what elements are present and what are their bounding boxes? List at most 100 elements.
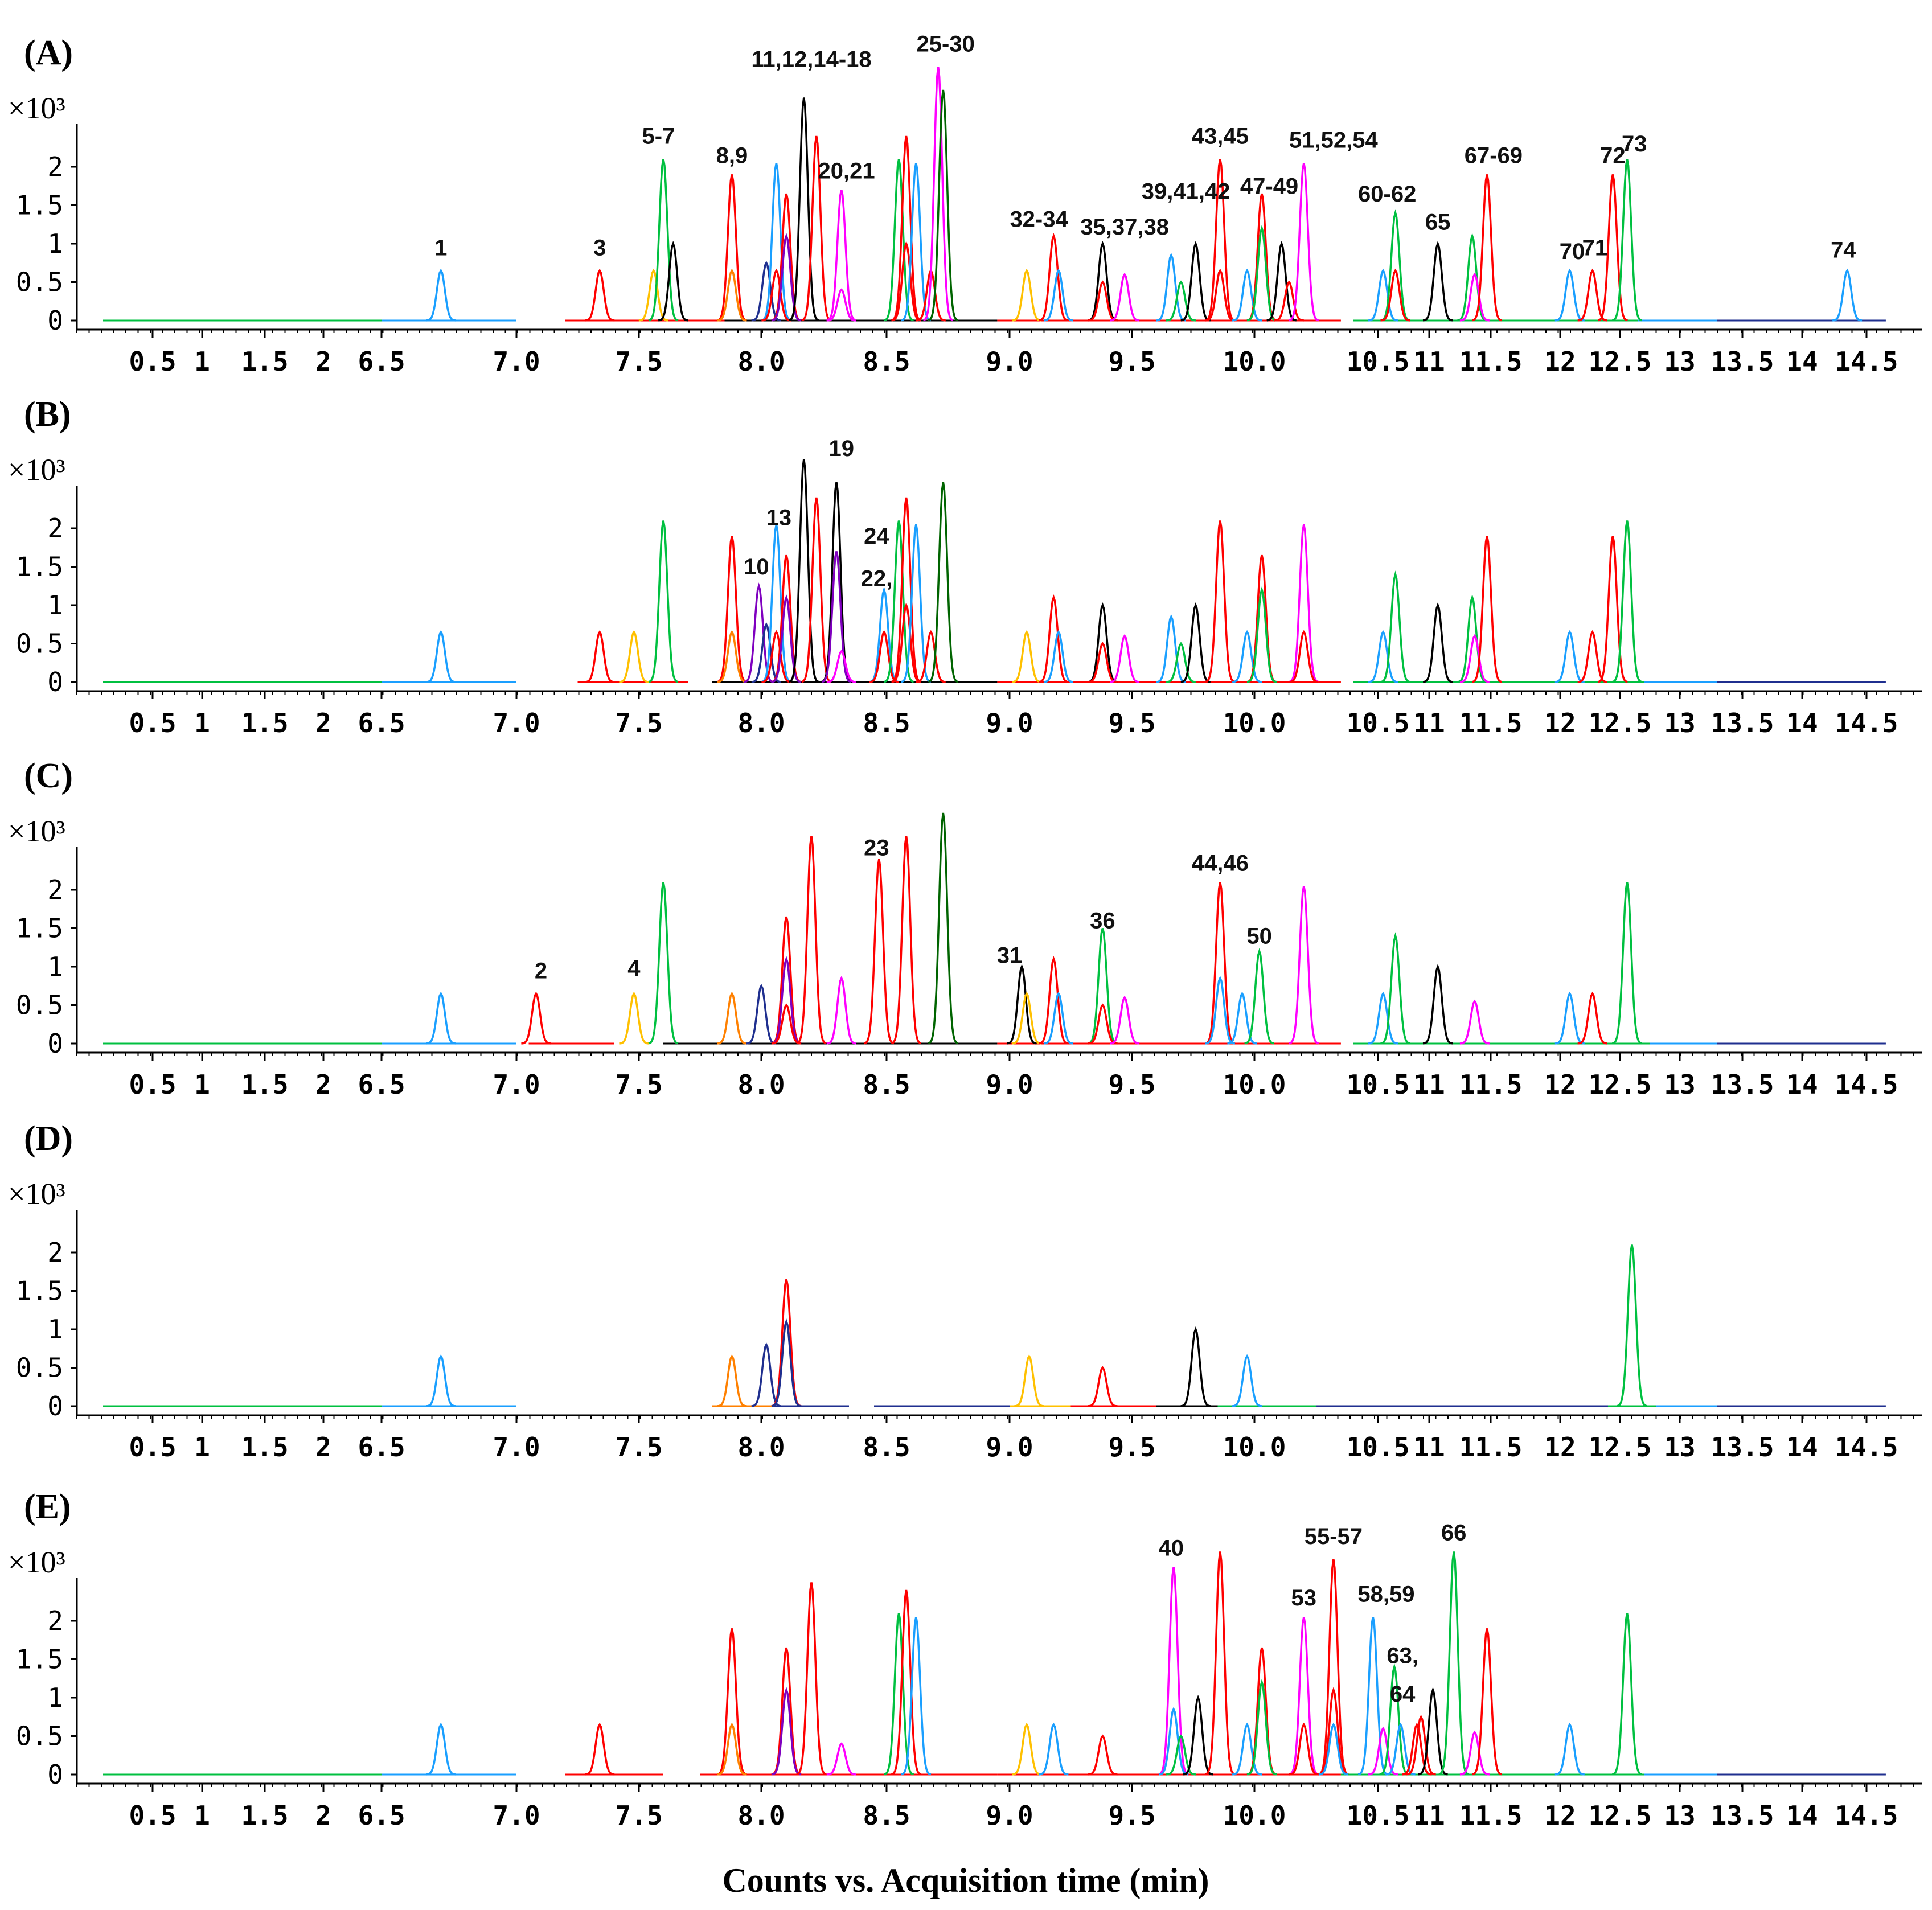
chromatogram-peak — [916, 630, 946, 683]
chromatogram-peak — [771, 1687, 802, 1776]
chromatogram-peak — [801, 497, 832, 683]
x-tick-label: 11 — [1413, 1069, 1445, 1100]
chromatogram-peak — [1180, 240, 1211, 322]
chromatogram-peak — [789, 97, 819, 322]
y-unit-label: ×10³ — [8, 91, 65, 125]
x-tick-label: 13 — [1664, 708, 1695, 738]
y-unit-label: ×10³ — [8, 814, 65, 848]
x-tick-label: 7.0 — [493, 1069, 540, 1100]
x-tick-label: 9.5 — [1108, 708, 1155, 738]
chromatogram-peak — [619, 630, 649, 683]
chromatogram-peak — [1012, 991, 1042, 1045]
peak-label: 50 — [1246, 924, 1272, 949]
chromatogram-peak — [717, 174, 747, 322]
x-tick-label: 9.5 — [1108, 1069, 1155, 1100]
x-tick-label: 9.0 — [986, 1800, 1033, 1831]
chromatogram-peak — [1318, 1722, 1348, 1776]
x-tick-label: 11.5 — [1459, 346, 1523, 377]
x-tick-label: 11.5 — [1459, 708, 1523, 738]
chromatogram-peak — [1554, 630, 1585, 683]
chromatogram-peak — [826, 288, 856, 322]
chromatogram-peak — [1459, 1730, 1490, 1776]
x-tick-label: 9.5 — [1108, 346, 1155, 377]
x-tick-label: 7.5 — [615, 1800, 662, 1831]
x-tick-label: 1 — [194, 708, 210, 738]
peak-label: 70 — [1560, 239, 1585, 264]
x-tick-label: 11.5 — [1459, 1069, 1523, 1100]
chromatogram-peak — [771, 594, 802, 683]
x-tick-label: 9.5 — [1108, 1432, 1155, 1463]
chromatogram-peak — [771, 1318, 802, 1407]
x-tick-label: 8.5 — [863, 346, 910, 377]
x-tick-label: 12.5 — [1589, 1800, 1652, 1831]
peak-label: 58,59 — [1357, 1582, 1414, 1607]
chromatogram-peak — [1014, 1354, 1044, 1407]
x-tick-label: 1.5 — [241, 346, 288, 377]
peak-label: 11,12,14-18 — [751, 47, 871, 72]
x-tick-label: 10.0 — [1223, 1069, 1286, 1100]
peak-label: 65 — [1425, 210, 1451, 235]
chromatogram-peak — [1438, 1551, 1469, 1776]
chromatogram-peak — [1110, 634, 1140, 683]
chromatogram-peak — [1617, 1244, 1647, 1407]
x-tick-label: 14.5 — [1835, 1432, 1898, 1463]
chromatogram-peak — [771, 916, 802, 1045]
chromatogram-peak — [1110, 995, 1140, 1045]
chromatogram-peak — [746, 983, 777, 1045]
chromatogram-peak — [717, 1354, 747, 1407]
x-tick-label: 1.5 — [241, 1800, 288, 1831]
chromatogram-peak — [1180, 1326, 1211, 1407]
y-tick-label: 1.5 — [16, 1644, 63, 1675]
x-tick-label: 12 — [1544, 1069, 1576, 1100]
x-tick-label: 10.5 — [1347, 346, 1410, 377]
chromatogram-peak — [1457, 594, 1487, 683]
chromatogram-peak — [1422, 602, 1453, 683]
x-tick-label: 14 — [1786, 346, 1818, 377]
chromatogram-peak — [1232, 268, 1262, 322]
x-tick-label: 7.0 — [493, 1432, 540, 1463]
chromatogram-peak — [1180, 602, 1211, 683]
chromatogram-peak — [891, 836, 922, 1045]
x-tick-label: 9.0 — [986, 708, 1033, 738]
chromatogram-peak — [1472, 1628, 1502, 1776]
x-tick-label: 12.5 — [1589, 1432, 1652, 1463]
peak-label: 67-69 — [1465, 143, 1523, 168]
chromatogram-peak — [1832, 268, 1863, 322]
chromatogram-peak — [426, 268, 456, 322]
chromatogram-peak — [789, 459, 819, 683]
chromatogram-peak — [1289, 1722, 1319, 1776]
chromatogram-peak — [801, 135, 832, 322]
chromatogram-peak — [1357, 1616, 1388, 1776]
chromatogram-peak — [1156, 252, 1186, 322]
y-tick-label: 1 — [47, 951, 63, 982]
x-tick-label: 2 — [315, 1800, 331, 1831]
x-tick-label: 8.5 — [863, 1432, 910, 1463]
peak-label: 39,41,42 — [1142, 179, 1230, 204]
x-tick-label: 10.0 — [1223, 708, 1286, 738]
chromatogram-peak — [1205, 159, 1236, 322]
chromatogram-peak — [1166, 642, 1196, 683]
chromatogram-peak — [821, 482, 852, 683]
x-tick-label: 8.0 — [737, 1800, 785, 1831]
x-tick-label: 10.0 — [1223, 1432, 1286, 1463]
chromatogram-peak — [426, 1722, 456, 1776]
chromatogram-peak — [796, 836, 827, 1045]
chromatogram-peak — [1205, 1551, 1236, 1776]
x-tick-label: 8.5 — [863, 1069, 910, 1100]
chromatogram-peak — [891, 602, 921, 683]
chromatogram-peak — [426, 1354, 456, 1407]
y-tick-label: 2 — [47, 1605, 63, 1636]
chromatogram-peak — [891, 135, 922, 322]
panel-label: (A) — [24, 34, 73, 72]
chromatogram-peak — [1156, 614, 1186, 683]
chromatogram-peak — [1012, 630, 1042, 683]
x-tick-label: 14.5 — [1835, 1069, 1898, 1100]
chromatogram-peak — [1459, 999, 1490, 1045]
y-unit-label: ×10³ — [8, 453, 65, 487]
chromatogram-peak — [901, 162, 932, 322]
chromatogram-peak — [585, 268, 615, 322]
y-tick-label: 2 — [47, 874, 63, 905]
x-tick-label: 0.5 — [129, 1432, 176, 1463]
chromatogram-peak — [1289, 524, 1319, 683]
